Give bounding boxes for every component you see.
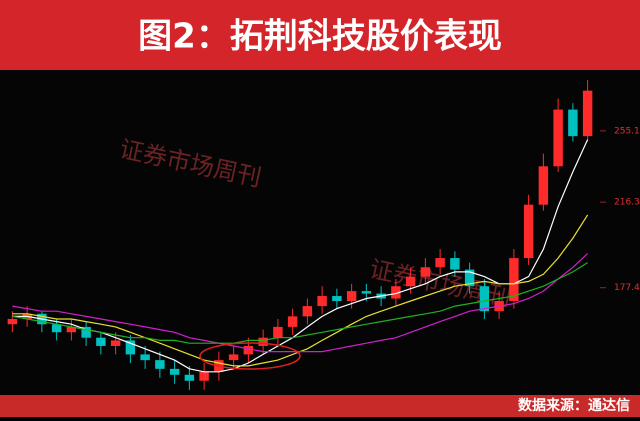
y-tick-label: 177.4: [614, 283, 640, 293]
candle-body: [568, 109, 578, 137]
candle-body: [66, 326, 77, 333]
candle-body: [553, 109, 563, 167]
candle-body: [96, 337, 106, 346]
candle-body: [7, 318, 18, 325]
y-tick-label: 255.1: [614, 126, 640, 136]
candle-body: [199, 371, 209, 381]
moving-average-line: [12, 139, 589, 373]
candle-body: [258, 337, 268, 346]
title: 图2：拓荆科技股价表现: [138, 17, 502, 57]
candle-body: [302, 306, 313, 317]
candle-body: [169, 368, 180, 375]
candle-body: [110, 340, 121, 346]
highlight-ellipse: [199, 342, 301, 370]
title-banner: [0, 0, 640, 70]
candle-body: [435, 258, 445, 268]
candle-body: [243, 345, 254, 355]
candle-body: [317, 296, 327, 307]
candle-body: [184, 374, 195, 381]
candle-body: [332, 296, 342, 302]
candle-body: [361, 291, 372, 294]
candle-body: [273, 326, 283, 338]
footer-bar: [0, 395, 640, 417]
moving-average-line: [12, 262, 588, 344]
candle-body: [346, 291, 357, 302]
candle-body: [125, 340, 136, 355]
candle-body: [391, 286, 401, 299]
candle-body: [287, 316, 298, 327]
candle-body: [479, 286, 490, 312]
candle-body: [509, 258, 519, 302]
plot-background: [0, 70, 640, 395]
candle-body: [538, 166, 549, 205]
candle-body: [405, 276, 416, 287]
candle-body: [81, 326, 91, 338]
candle-body: [155, 360, 165, 369]
candle-body: [228, 354, 239, 361]
candle-body: [140, 354, 150, 361]
candle-body: [582, 90, 593, 137]
candle-body: [51, 324, 62, 333]
candle-body: [420, 267, 431, 277]
y-tick-label: 216.3: [614, 198, 640, 208]
moving-average-line: [12, 253, 589, 353]
candle-body: [523, 204, 534, 259]
candle-body: [464, 269, 475, 287]
candle-body: [450, 258, 460, 270]
source-note: 数据来源：通达信: [518, 397, 630, 414]
